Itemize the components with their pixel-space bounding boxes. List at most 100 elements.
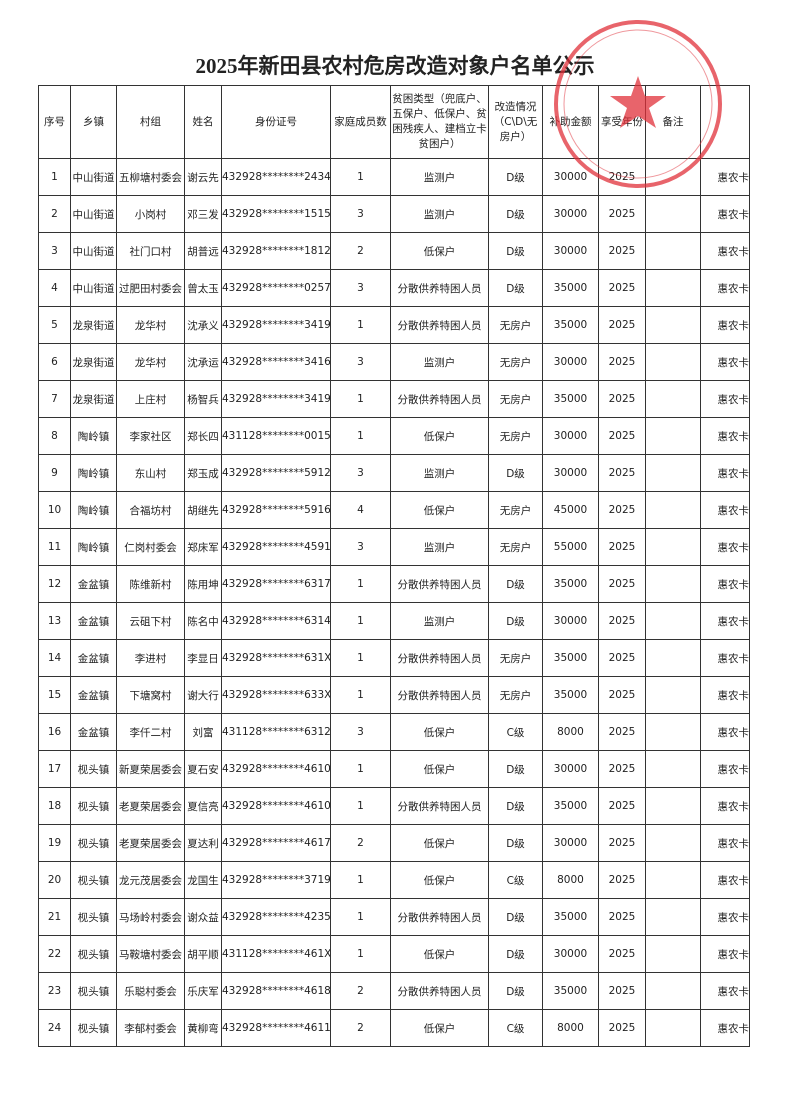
table-cell: 432928********4617 — [221, 824, 331, 862]
header-row: 序号 乡镇 村组 姓名 身份证号 家庭成员数 贫困类型（兜底户、五保户、低保户、贫困残疾人、… — [38, 85, 750, 159]
table-cell: 432928********4618 — [221, 972, 331, 1010]
table-cell: 胡继先 — [184, 491, 222, 529]
table-cell: 无房户 — [488, 491, 543, 529]
table-cell: 2025 — [598, 676, 646, 714]
table-cell: 金盆镇 — [70, 713, 117, 751]
table-cell: 无房户 — [488, 343, 543, 381]
table-cell: 12 — [38, 565, 71, 603]
table-cell: D级 — [488, 787, 543, 825]
table-cell: 16 — [38, 713, 71, 751]
table-cell: 18 — [38, 787, 71, 825]
table-cell: 432928********4591X — [221, 528, 331, 566]
table-cell: 2025 — [598, 898, 646, 936]
table-cell: D级 — [488, 454, 543, 492]
table-cell: 2025 — [598, 861, 646, 899]
table-cell: 432928********631X — [221, 639, 331, 677]
table-cell: 4 — [330, 491, 391, 529]
table-cell: 中山街道 — [70, 158, 117, 196]
column-header: 备注 — [645, 85, 701, 159]
table-cell: 惠农卡 — [700, 306, 750, 344]
table-cell: 刘富 — [184, 713, 222, 751]
table-cell: 惠农卡 — [700, 972, 750, 1010]
table-cell: 35000 — [542, 380, 599, 418]
table-row: 7 龙泉街道 上庄村 杨智兵 432928********3419 1 分散供养特困人员 无房… — [38, 380, 750, 418]
table-cell — [645, 195, 701, 233]
column-header: 村组 — [116, 85, 185, 159]
table-cell: 东山村 — [116, 454, 185, 492]
table-cell: 金盆镇 — [70, 565, 117, 603]
table-cell — [645, 417, 701, 455]
table-cell: 陈名中 — [184, 602, 222, 640]
table-cell: 19 — [38, 824, 71, 862]
table-cell: 分散供养特困人员 — [390, 972, 489, 1010]
column-header: 家庭成员数 — [330, 85, 391, 159]
table-cell: 惠农卡 — [700, 528, 750, 566]
column-header: 补助金额 — [542, 85, 599, 159]
table-cell: 2025 — [598, 491, 646, 529]
table-cell: 惠农卡 — [700, 676, 750, 714]
table-cell: 龙元茂居委会 — [116, 861, 185, 899]
table-cell: 2025 — [598, 195, 646, 233]
table-cell: 15 — [38, 676, 71, 714]
table-cell: 郑玉成 — [184, 454, 222, 492]
table-cell: 432928********3719 — [221, 861, 331, 899]
table-cell: 2025 — [598, 380, 646, 418]
table-cell: 3 — [330, 195, 391, 233]
table-row: 23 枧头镇 乐聪村委会 乐庆军 432928********4618 2 分散供养特困人员… — [38, 972, 750, 1010]
table-row: 3 中山街道 社门口村 胡普远 432928********1812 2 低保户 D级 3000… — [38, 232, 750, 270]
table-cell: 1 — [330, 750, 391, 788]
table-row: 12 金盆镇 陈维新村 陈用坤 432928********6317 1 分散供养特困人员 D… — [38, 565, 750, 603]
table-row: 10 陶岭镇 合福坊村 胡继先 432928********5916 4 低保户 无房户 450… — [38, 491, 750, 529]
table-row: 14 金盆镇 李进村 李显日 432928********631X 1 分散供养特困人员 无房… — [38, 639, 750, 677]
table-cell: 陶岭镇 — [70, 417, 117, 455]
table-cell: 枧头镇 — [70, 824, 117, 862]
table-cell: 监测户 — [390, 602, 489, 640]
table-cell: D级 — [488, 195, 543, 233]
table-cell: 马场岭村委会 — [116, 898, 185, 936]
table-cell: 432928********4610 — [221, 750, 331, 788]
table-row: 21 枧头镇 马场岭村委会 谢众益 432928********4235 1 分散供养特困人… — [38, 898, 750, 936]
table-cell: 3 — [330, 528, 391, 566]
table-cell: 惠农卡 — [700, 195, 750, 233]
table-cell: 2025 — [598, 232, 646, 270]
table-cell: 老夏荣居委会 — [116, 787, 185, 825]
table-cell: 监测户 — [390, 158, 489, 196]
table-cell: 邓三发 — [184, 195, 222, 233]
table-cell: 1 — [330, 602, 391, 640]
table-cell: 10 — [38, 491, 71, 529]
table-cell: 35000 — [542, 972, 599, 1010]
table-cell: 龙泉街道 — [70, 306, 117, 344]
table-cell: 低保户 — [390, 1009, 489, 1047]
table-cell — [645, 972, 701, 1010]
table-cell: 1 — [330, 935, 391, 973]
table-cell: D级 — [488, 269, 543, 307]
table-cell: 新夏荣居委会 — [116, 750, 185, 788]
table-cell: 中山街道 — [70, 195, 117, 233]
table-row: 11 陶岭镇 仁岗村委会 郑床军 432928********4591X 3 监测户 无房户 5… — [38, 528, 750, 566]
table-cell: 分散供养特困人员 — [390, 639, 489, 677]
table-cell: 432928********633X — [221, 676, 331, 714]
table-cell — [645, 676, 701, 714]
table-cell: D级 — [488, 232, 543, 270]
table-cell: 惠农卡 — [700, 454, 750, 492]
table-cell: 432928********1515 — [221, 195, 331, 233]
table-cell: 432928********5912 — [221, 454, 331, 492]
table-cell: 1 — [330, 306, 391, 344]
table-cell: 惠农卡 — [700, 824, 750, 862]
table-cell: 8 — [38, 417, 71, 455]
table-cell: 五柳塘村委会 — [116, 158, 185, 196]
table-cell: 郑长四 — [184, 417, 222, 455]
column-header — [700, 85, 750, 159]
table-cell: 2025 — [598, 787, 646, 825]
table-cell: 无房户 — [488, 639, 543, 677]
table-cell: 13 — [38, 602, 71, 640]
table-cell: 30000 — [542, 158, 599, 196]
table-cell: 无房户 — [488, 528, 543, 566]
table-cell — [645, 861, 701, 899]
table-cell: 1 — [330, 898, 391, 936]
table-cell: 乐庆军 — [184, 972, 222, 1010]
table-cell: 2 — [330, 232, 391, 270]
table-row: 20 枧头镇 龙元茂居委会 龙国生 432928********3719 1 低保户 C级 80… — [38, 861, 750, 899]
table-cell: 合福坊村 — [116, 491, 185, 529]
table-cell: 3 — [38, 232, 71, 270]
